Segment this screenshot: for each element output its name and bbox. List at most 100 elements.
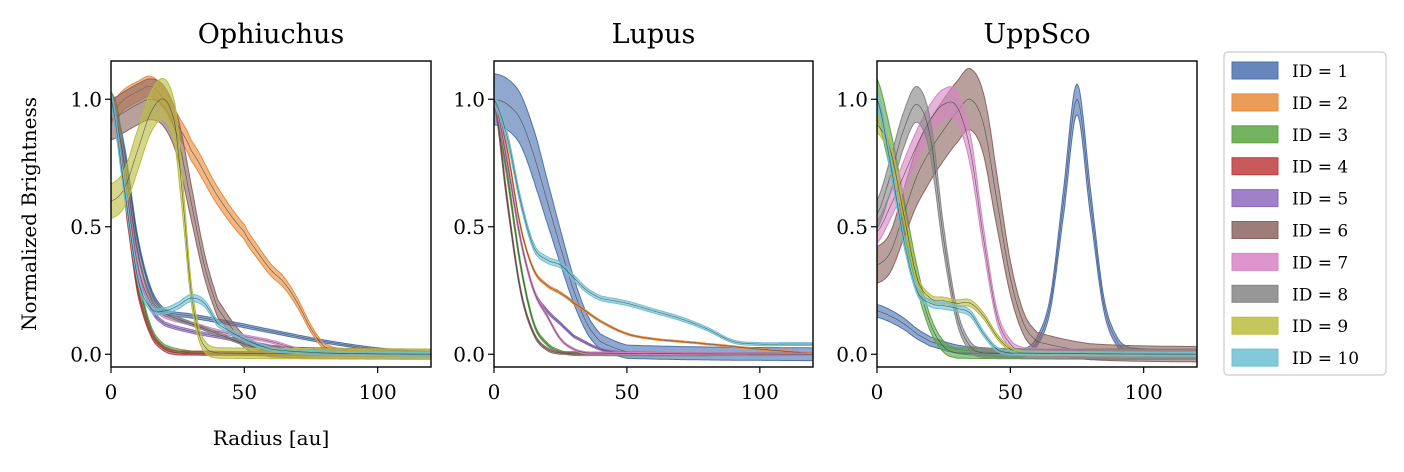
legend-swatch — [1231, 93, 1279, 112]
band-id-10 — [877, 91, 1197, 357]
panel-ophiuchus: 0 50 100 0.0 0.5 1.0 Ophiuchus Normalized Brigh… — [17, 19, 432, 450]
line-id-4 — [111, 99, 431, 355]
line-id-5 — [111, 99, 431, 355]
legend-item-id-7: ID = 7 — [1231, 252, 1348, 273]
legend-label: ID = 8 — [1292, 285, 1348, 305]
legend-label: ID = 2 — [1292, 94, 1348, 114]
band-id-7 — [494, 95, 813, 356]
legend-swatch — [1231, 61, 1279, 80]
axes-frame — [493, 60, 814, 368]
band-id-7 — [111, 93, 431, 356]
legend-swatch — [1231, 125, 1279, 144]
x-tick-label: 50 — [232, 380, 257, 404]
panel-title: Ophiuchus — [198, 19, 345, 50]
x-tick-label: 0 — [105, 380, 118, 404]
panel-title: Lupus — [612, 19, 696, 50]
legend-item-id-6: ID = 6 — [1231, 221, 1348, 242]
plot-area — [494, 73, 813, 362]
line-id-5 — [494, 99, 813, 355]
line-id-3 — [494, 99, 813, 355]
x-tick-label: 100 — [359, 380, 397, 404]
y-tick-label: 0.5 — [836, 215, 868, 239]
y-tick-label: 1.0 — [453, 87, 485, 111]
y-axis-label: Normalized Brightness — [17, 97, 41, 331]
y-tick-label: 1.0 — [70, 87, 102, 111]
legend-label: ID = 4 — [1292, 158, 1348, 178]
band-id-2 — [111, 75, 431, 358]
legend-swatch — [1231, 348, 1279, 367]
panel-title: UppSco — [983, 19, 1090, 50]
line-id-8 — [111, 99, 431, 355]
line-id-10 — [877, 99, 1197, 355]
legend-label: ID = 3 — [1292, 126, 1348, 146]
legend-swatch — [1231, 284, 1279, 303]
legend-item-id-8: ID = 8 — [1231, 284, 1348, 305]
legend-label: ID = 7 — [1292, 253, 1348, 273]
line-id-7 — [111, 99, 431, 355]
line-id-7 — [494, 99, 813, 355]
band-id-3 — [494, 93, 813, 357]
legend-swatch — [1231, 189, 1279, 208]
legend-item-id-10: ID = 10 — [1231, 348, 1359, 369]
x-tick-label: 0 — [488, 380, 501, 404]
band-id-10 — [111, 91, 431, 357]
band-id-9 — [877, 116, 1197, 357]
band-id-7 — [877, 86, 1197, 359]
x-axis-label: Radius [au] — [213, 426, 330, 450]
y-tick-label: 0.0 — [453, 342, 485, 366]
band-id-8 — [877, 85, 1197, 360]
line-id-10 — [111, 99, 431, 355]
panels: 0 50 100 0.0 0.5 1.0 Ophiuchus Normalized Brigh… — [17, 19, 1198, 450]
legend-item-id-1: ID = 1 — [1231, 61, 1348, 82]
legend-item-id-9: ID = 9 — [1231, 316, 1348, 337]
y-tick-label: 0.5 — [70, 215, 102, 239]
panel-lupus: 0 50 100 0.0 0.5 1.0 Lupus — [453, 19, 814, 404]
legend-label: ID = 6 — [1292, 222, 1348, 242]
x-tick-label: 50 — [998, 380, 1023, 404]
legend-swatch — [1231, 157, 1279, 176]
band-id-6 — [877, 67, 1197, 363]
legend-label: ID = 10 — [1292, 349, 1359, 369]
y-tick-label: 1.0 — [836, 87, 868, 111]
band-id-3 — [111, 90, 431, 357]
band-id-2 — [494, 96, 813, 355]
x-tick-label: 100 — [741, 380, 779, 404]
legend-item-id-3: ID = 3 — [1231, 125, 1348, 146]
x-tick-label: 0 — [871, 380, 884, 404]
legend-item-id-5: ID = 5 — [1231, 189, 1348, 210]
line-id-9 — [111, 98, 431, 355]
y-tick-label: 0.5 — [453, 215, 485, 239]
line-id-2 — [494, 99, 813, 354]
band-id-6 — [494, 93, 813, 356]
legend-swatch — [1231, 316, 1279, 335]
x-tick-label: 100 — [1125, 380, 1163, 404]
band-id-5 — [111, 93, 431, 356]
band-id-8 — [111, 93, 431, 356]
line-id-6 — [494, 99, 813, 355]
x-tick-label: 50 — [614, 380, 639, 404]
band-id-5 — [494, 95, 813, 356]
band-id-4 — [111, 91, 431, 357]
axes-frame — [110, 60, 432, 368]
panel-uppsco: 0 50 100 0.0 0.5 1.0 UppSco — [836, 19, 1198, 404]
legend-label: ID = 5 — [1292, 190, 1348, 210]
legend-label: ID = 1 — [1292, 62, 1348, 82]
line-id-1 — [494, 98, 813, 355]
line-id-6 — [111, 98, 431, 355]
legend-item-id-4: ID = 4 — [1231, 157, 1348, 178]
plot-area — [111, 75, 431, 360]
plot-area — [877, 67, 1197, 363]
line-id-3 — [111, 99, 431, 355]
y-tick-label: 0.0 — [70, 342, 102, 366]
legend: ID = 1 ID = 2 ID = 3 ID = 4 ID = 5 ID = 6 ID =… — [1223, 51, 1387, 376]
legend-label: ID = 9 — [1292, 317, 1348, 337]
y-tick-label: 0.0 — [836, 342, 868, 366]
axes-frame — [876, 60, 1198, 368]
line-id-10 — [494, 99, 813, 345]
band-id-6 — [111, 78, 431, 360]
legend-item-id-2: ID = 2 — [1231, 93, 1348, 114]
legend-swatch — [1231, 252, 1279, 271]
band-id-10 — [494, 93, 813, 347]
band-id-1 — [494, 73, 813, 362]
